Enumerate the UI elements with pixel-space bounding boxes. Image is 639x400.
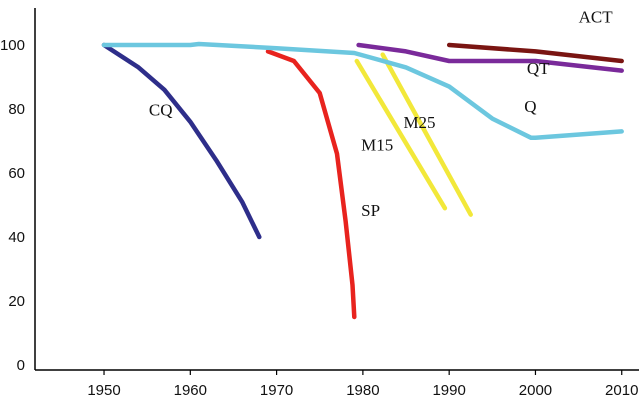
series-line-sp: [265, 49, 357, 320]
y-tick-label: 60: [8, 165, 25, 182]
y-tick-label: 0: [17, 357, 25, 374]
series-label-sp: SP: [361, 201, 380, 220]
series-line-act: [446, 42, 624, 64]
series-labels: CQ SP M15 M25 Q QT ACT: [149, 8, 613, 221]
series-line-cq: [101, 42, 262, 240]
x-tick-label: 2000: [519, 382, 552, 399]
series-line-qt: [356, 42, 624, 73]
x-tick-label: 1950: [87, 382, 120, 399]
x-tick-label: 2010: [605, 382, 638, 399]
series-label-m25: M25: [403, 113, 435, 132]
series-line-m25: [380, 52, 473, 217]
y-tick-labels: 0 20 40 60 80 100: [0, 37, 25, 374]
axes: [34, 8, 639, 371]
y-tick-label: 80: [8, 101, 25, 118]
x-tick-label: 1960: [174, 382, 207, 399]
x-tick-label: 1970: [260, 382, 293, 399]
series-label-cq: CQ: [149, 100, 173, 119]
x-tick-label: 1980: [346, 382, 379, 399]
x-tick-label: 1990: [432, 382, 465, 399]
y-tick-label: 20: [8, 293, 25, 310]
y-tick-label: 100: [0, 37, 25, 54]
series-label-qt: QT: [527, 59, 550, 78]
series-label-m15: M15: [361, 136, 393, 155]
x-tick-labels: 1950 1960 1970 1980 1990 2000 2010: [87, 370, 638, 399]
series-line-q: [101, 41, 624, 141]
series-line-m15: [354, 58, 448, 211]
series-lines: [101, 41, 624, 320]
series-label-act: ACT: [579, 8, 614, 27]
y-tick-label: 40: [8, 229, 25, 246]
series-label-q: Q: [524, 97, 536, 116]
